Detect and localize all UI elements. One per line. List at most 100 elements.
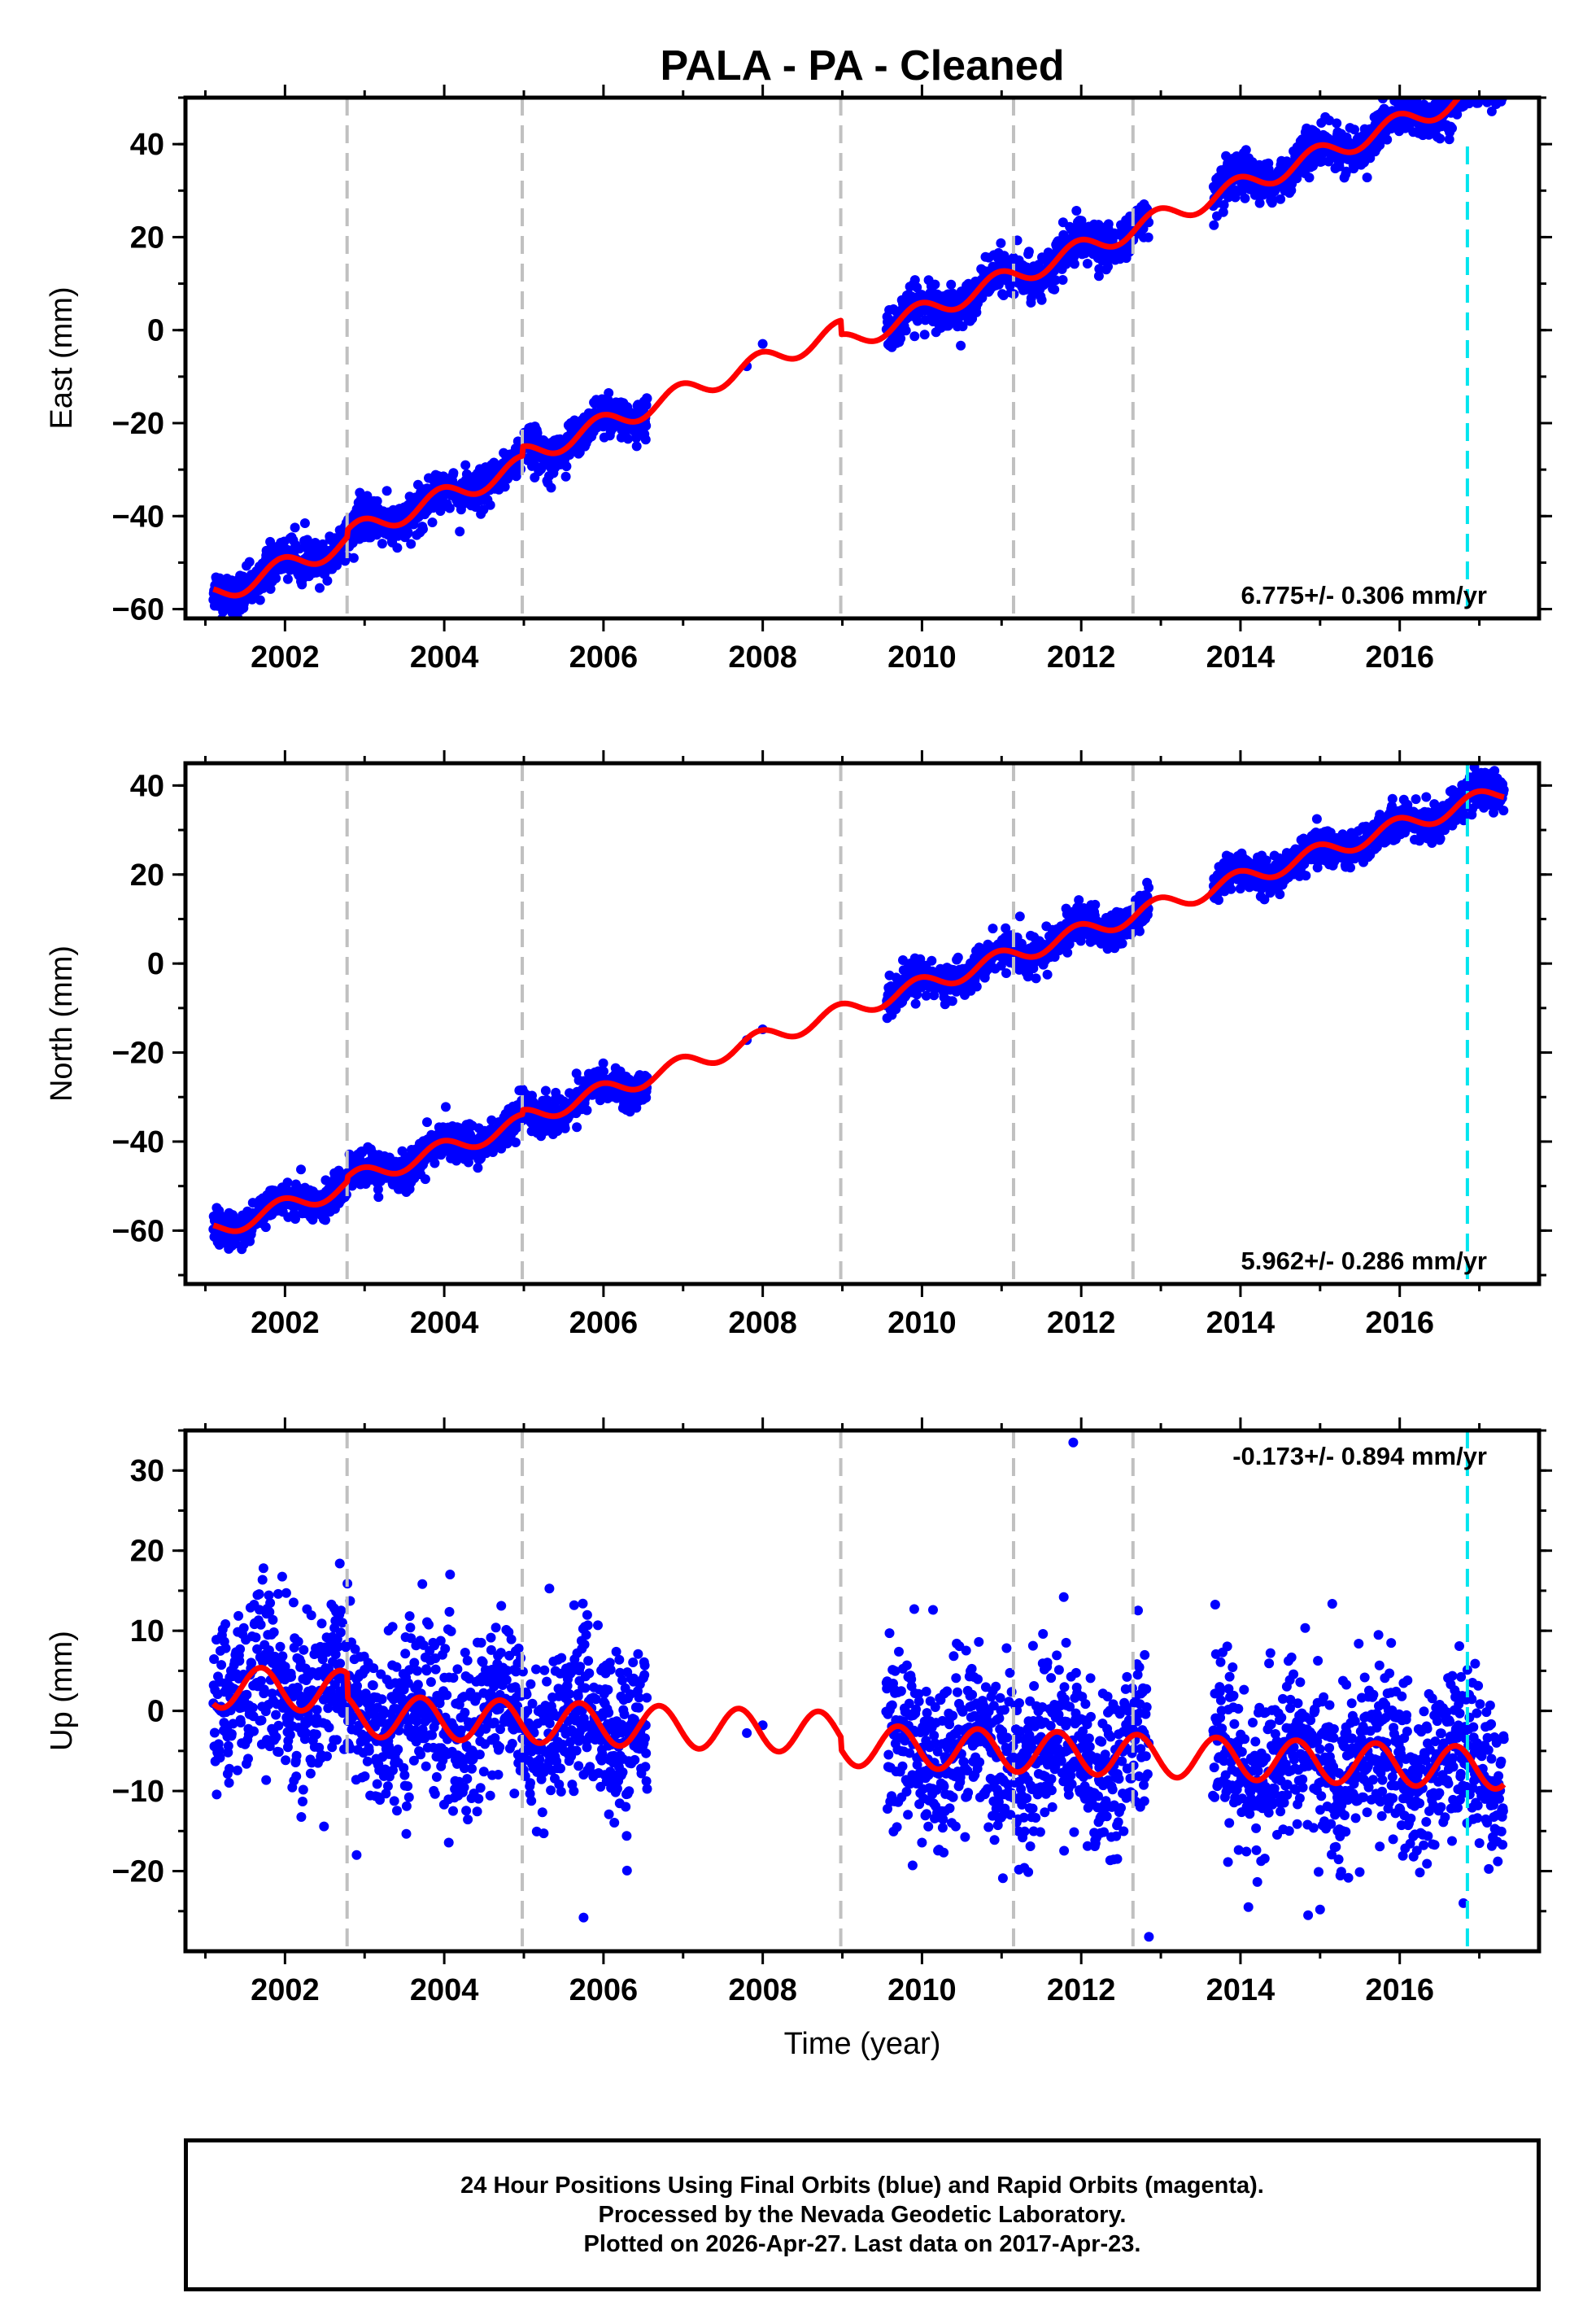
data-point bbox=[913, 316, 922, 326]
data-point bbox=[1468, 68, 1478, 78]
data-point bbox=[1481, 87, 1491, 97]
data-point bbox=[1385, 85, 1395, 94]
data-point bbox=[1455, 84, 1465, 94]
data-point bbox=[642, 393, 652, 404]
data-point bbox=[1071, 206, 1082, 216]
data-point bbox=[956, 340, 966, 351]
data-point bbox=[299, 518, 310, 528]
data-point bbox=[757, 338, 768, 349]
data-point bbox=[1474, 68, 1484, 77]
data-point bbox=[485, 500, 495, 510]
x-tick-label: 2010 bbox=[887, 640, 957, 675]
data-point bbox=[641, 421, 652, 431]
data-point bbox=[422, 1117, 432, 1128]
data-point bbox=[1448, 78, 1458, 88]
data-point bbox=[1472, 62, 1482, 72]
data-point bbox=[315, 583, 325, 593]
data-point bbox=[1499, 78, 1509, 88]
data-point bbox=[260, 1222, 271, 1233]
data-point bbox=[1465, 62, 1475, 72]
data-point bbox=[623, 434, 633, 444]
data-point bbox=[1474, 80, 1484, 90]
data-point bbox=[1135, 926, 1145, 937]
data-point bbox=[1292, 173, 1302, 184]
data-point bbox=[909, 275, 920, 286]
data-point bbox=[953, 952, 963, 963]
y-tick-label: −60 bbox=[112, 593, 164, 627]
x-tick-label: 2006 bbox=[569, 640, 639, 675]
data-point bbox=[1069, 259, 1079, 269]
data-point bbox=[1082, 259, 1092, 269]
data-point bbox=[1467, 80, 1477, 90]
data-point bbox=[1214, 895, 1223, 906]
data-point bbox=[1275, 194, 1286, 204]
data-point bbox=[1471, 78, 1480, 88]
data-point bbox=[930, 279, 940, 290]
data-point bbox=[1485, 70, 1494, 80]
data-point bbox=[265, 583, 276, 594]
data-point bbox=[1485, 81, 1495, 91]
data-point bbox=[971, 307, 982, 317]
data-point bbox=[1476, 73, 1485, 83]
data-point bbox=[1332, 118, 1342, 129]
data-point bbox=[1476, 74, 1486, 84]
data-point bbox=[473, 1163, 483, 1173]
data-point bbox=[1498, 75, 1507, 85]
data-point bbox=[998, 290, 1009, 300]
data-point bbox=[920, 315, 931, 325]
data-point bbox=[460, 460, 471, 470]
data-point bbox=[1497, 74, 1507, 84]
data-point bbox=[1031, 973, 1041, 984]
data-point bbox=[321, 1215, 330, 1225]
data-point bbox=[403, 527, 413, 538]
data-point bbox=[1496, 87, 1506, 97]
data-point bbox=[1468, 87, 1478, 97]
data-point bbox=[455, 526, 465, 537]
data-point bbox=[244, 557, 255, 567]
data-point bbox=[430, 1158, 440, 1168]
data-point bbox=[1483, 59, 1493, 69]
data-point bbox=[348, 552, 359, 563]
data-point bbox=[896, 334, 906, 343]
data-point bbox=[1479, 72, 1489, 81]
data-point bbox=[1468, 67, 1478, 76]
data-point bbox=[946, 279, 957, 290]
rate-label: 6.775+/- 0.306 mm/yr bbox=[1241, 581, 1487, 609]
y-tick-label: 0 bbox=[147, 314, 164, 348]
data-point bbox=[448, 468, 459, 478]
y-axis-label: East (mm) bbox=[45, 286, 79, 429]
data-point bbox=[1486, 85, 1496, 94]
y-tick-label: 40 bbox=[130, 128, 164, 162]
data-point bbox=[1389, 87, 1398, 97]
data-point bbox=[322, 575, 333, 586]
data-point bbox=[540, 1085, 551, 1096]
data-point bbox=[1467, 84, 1476, 94]
chart-canvas: PALA - PA - Cleaned 2002 2004 2006 2008 2010… bbox=[45, 42, 1552, 2061]
chart-title: PALA - PA - Cleaned bbox=[661, 42, 1065, 90]
data-point bbox=[1481, 85, 1491, 95]
data-point bbox=[271, 573, 281, 583]
data-point bbox=[420, 1174, 430, 1185]
x-tick-label: 2008 bbox=[728, 640, 797, 675]
data-point bbox=[1014, 911, 1025, 922]
data-point bbox=[332, 560, 342, 570]
data-point bbox=[510, 1138, 521, 1147]
data-point bbox=[1474, 64, 1484, 74]
data-point bbox=[971, 981, 982, 992]
data-point bbox=[1489, 78, 1499, 88]
data-point bbox=[1435, 133, 1446, 144]
data-point bbox=[900, 325, 911, 336]
data-point bbox=[1490, 77, 1500, 87]
data-point bbox=[560, 471, 571, 482]
data-point bbox=[947, 996, 957, 1007]
data-point bbox=[1472, 63, 1481, 72]
data-point bbox=[640, 435, 651, 445]
data-point bbox=[1453, 85, 1463, 95]
data-point bbox=[1462, 71, 1472, 81]
data-point bbox=[631, 441, 642, 452]
data-point bbox=[499, 482, 510, 492]
data-point bbox=[996, 238, 1006, 248]
data-point bbox=[1050, 275, 1061, 286]
data-point bbox=[1484, 76, 1494, 86]
data-point bbox=[1487, 66, 1497, 76]
